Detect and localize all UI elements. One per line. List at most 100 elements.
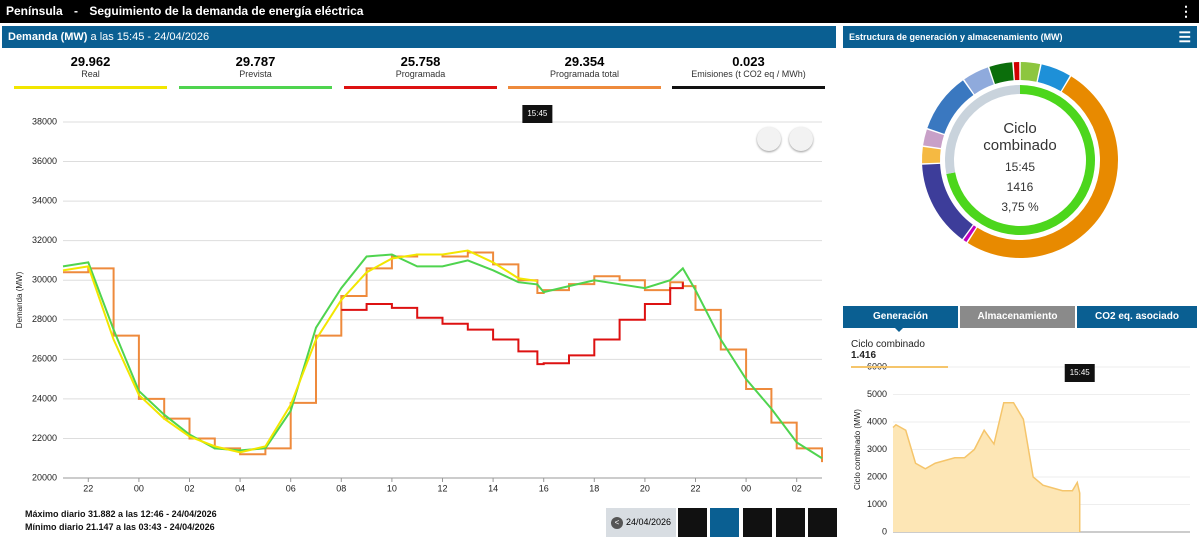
y-tick-label: 1000 xyxy=(867,499,887,509)
calendar-button[interactable] xyxy=(678,508,707,537)
x-tick-label: 18 xyxy=(589,483,599,493)
structure-title: Estructura de generación y almacenamient… xyxy=(849,32,1063,42)
wind-button[interactable] xyxy=(757,127,781,151)
x-tick-label: 22 xyxy=(83,483,93,493)
y-tick-label: 38000 xyxy=(32,116,57,126)
daily-extremes: Máximo diario 31.882 a las 12:46 - 24/04… xyxy=(25,508,217,534)
y-tick-label: 28000 xyxy=(32,314,57,324)
y-axis-label: Demanda (MW) xyxy=(15,271,24,328)
date-label: 24/04/2026 xyxy=(626,517,672,527)
title: Seguimiento de la demanda de energía elé… xyxy=(89,4,364,18)
x-tick-label: 14 xyxy=(488,483,498,493)
area-fill xyxy=(893,402,1080,532)
donut-segment xyxy=(922,146,941,164)
x-tick-label: 02 xyxy=(792,483,802,493)
y-axis-label: Ciclo combinado (MW) xyxy=(853,409,862,490)
tab-pointer xyxy=(895,328,903,336)
kpi-label: Programada xyxy=(395,69,446,79)
demand-title: Demanda (MW) xyxy=(8,31,88,43)
kpi-value: 0.023 xyxy=(732,54,765,69)
center-value: 1416 xyxy=(1006,180,1034,194)
y-tick-label: 4000 xyxy=(867,416,887,426)
kpi-label: Prevista xyxy=(239,69,272,79)
tooltip-box xyxy=(522,105,553,123)
min-label: Mínimo diario 21.147 a las 03:43 - 24/04… xyxy=(25,522,215,532)
donut-segment xyxy=(963,225,977,243)
map-button[interactable] xyxy=(808,508,837,537)
region: Península xyxy=(6,4,63,18)
tab[interactable]: Generación xyxy=(843,306,958,328)
donut-segment xyxy=(1020,62,1041,82)
x-tick-label: 20 xyxy=(640,483,650,493)
donut-segment xyxy=(1037,64,1070,92)
x-tick-label: 22 xyxy=(690,483,700,493)
date-button[interactable]: <24/04/2026 xyxy=(606,508,676,537)
demand-header: Demanda (MW) a las 15:45 - 24/04/2026 xyxy=(2,26,836,48)
donut-segment xyxy=(944,85,1020,175)
kpi-label: Emisiones (t CO2 eq / MWh) xyxy=(691,69,806,79)
y-tick-label: 30000 xyxy=(32,275,57,285)
x-tick-label: 06 xyxy=(286,483,296,493)
y-tick-label: 5000 xyxy=(867,389,887,399)
x-tick-label: 02 xyxy=(184,483,194,493)
list-icon[interactable]: ☰ xyxy=(1178,29,1191,45)
center-title: Ciclo combinado xyxy=(983,120,1057,154)
separator: - xyxy=(74,4,79,18)
tooltip-text: 15:45 xyxy=(527,109,548,118)
top-bar: Península - Seguimiento de la demanda de… xyxy=(0,0,1199,23)
table-button[interactable] xyxy=(743,508,772,537)
y-tick-label: 24000 xyxy=(32,393,57,403)
structure-header: Estructura de generación y almacenamient… xyxy=(843,26,1197,48)
x-tick-label: 00 xyxy=(134,483,144,493)
area-legend: Ciclo combinado 1.416 xyxy=(851,339,948,368)
x-tick-label: 12 xyxy=(437,483,447,493)
max-label: Máximo diario 31.882 a las 12:46 - 24/04… xyxy=(25,509,217,519)
donut-segment xyxy=(923,129,944,149)
x-tick-label: 10 xyxy=(387,483,397,493)
kpi-value: 29.354 xyxy=(564,54,605,69)
donut-segment xyxy=(967,76,1118,258)
donut-segment xyxy=(927,80,974,134)
y-tick-label: 34000 xyxy=(32,195,57,205)
y-tick-label: 26000 xyxy=(32,354,57,364)
kpi: 0.023 Emisiones (t CO2 eq / MWh) xyxy=(672,54,825,89)
donut-center: Ciclo combinado 15:45 1416 3,75 % xyxy=(965,120,1075,214)
legend-value: 1.416 xyxy=(851,350,877,361)
kpi-label: Programada total xyxy=(549,69,620,79)
series-line xyxy=(341,282,684,366)
tooltip-text: 15:45 xyxy=(1070,368,1091,377)
y-tick-label: 22000 xyxy=(32,433,57,443)
kpi: 29.962 Real xyxy=(14,54,167,89)
demand-subtitle: a las 15:45 - 24/04/2026 xyxy=(90,31,210,43)
factory-button[interactable] xyxy=(789,127,813,151)
y-tick-label: 36000 xyxy=(32,156,57,166)
center-time: 15:45 xyxy=(1004,160,1036,174)
center-percent: 3,75 % xyxy=(1001,200,1039,214)
kpi-label: Real xyxy=(81,69,100,79)
series-button[interactable] xyxy=(776,508,805,537)
y-tick-label: 3000 xyxy=(867,444,887,454)
x-tick-label: 16 xyxy=(539,483,549,493)
y-tick-label: 0 xyxy=(882,526,887,536)
menu-dots[interactable]: ⋮ xyxy=(1179,3,1193,19)
kpi: 29.787 Prevista xyxy=(179,54,332,89)
donut-segment xyxy=(922,163,973,240)
x-tick-label: 04 xyxy=(235,483,245,493)
tab[interactable]: Almacenamiento xyxy=(960,306,1075,328)
tab[interactable]: CO2 eq. asociado xyxy=(1077,306,1197,328)
legend-name: Ciclo combinado xyxy=(851,339,925,350)
kpi: 25.758 Programada xyxy=(344,54,497,89)
chart-button[interactable] xyxy=(710,508,739,537)
kpi-value: 29.787 xyxy=(235,54,276,69)
y-tick-label: 2000 xyxy=(867,471,887,481)
donut-segment xyxy=(989,62,1014,85)
kpi: 29.354 Programada total xyxy=(508,54,661,89)
donut-segment xyxy=(964,67,994,95)
series-line xyxy=(62,249,538,454)
donut-segment xyxy=(1013,62,1020,81)
series-line xyxy=(63,251,823,463)
kpi-value: 29.962 xyxy=(70,54,111,69)
x-tick-label: 00 xyxy=(741,483,751,493)
